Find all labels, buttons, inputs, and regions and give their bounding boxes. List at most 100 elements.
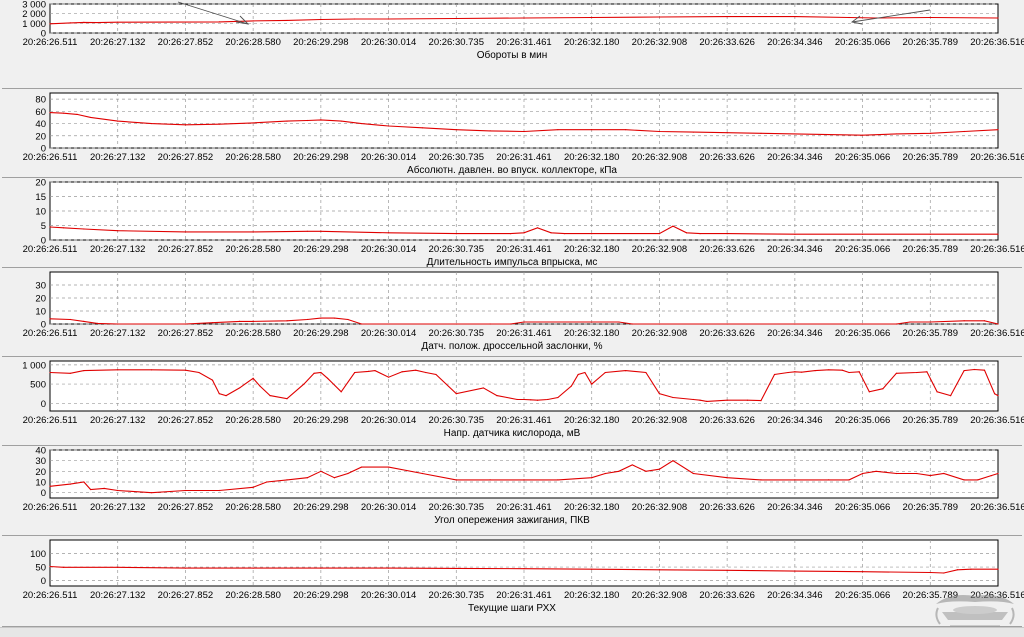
data-point bbox=[875, 470, 877, 472]
data-point bbox=[794, 233, 796, 235]
x-tick-label: 20:26:27.852 bbox=[158, 328, 213, 339]
x-tick-label: 20:26:35.066 bbox=[835, 152, 890, 163]
data-point bbox=[269, 395, 271, 397]
data-point bbox=[489, 323, 491, 325]
y-tick-label: 20 bbox=[35, 131, 46, 142]
x-tick-label: 20:26:35.789 bbox=[903, 244, 958, 255]
data-point bbox=[726, 569, 728, 571]
x-tick-label: 20:26:27.132 bbox=[90, 244, 145, 255]
x-tick-label: 20:26:33.626 bbox=[699, 328, 754, 339]
x-tick-label: 20:26:30.735 bbox=[429, 502, 484, 513]
data-point bbox=[320, 567, 322, 569]
club-logo bbox=[935, 595, 1015, 627]
x-tick-label: 20:26:34.346 bbox=[767, 328, 822, 339]
x-tick-label: 20:26:26.511 bbox=[23, 244, 78, 255]
data-point bbox=[49, 485, 51, 487]
data-point bbox=[929, 132, 931, 134]
panel-separator bbox=[2, 626, 1022, 627]
x-tick-label: 20:26:31.461 bbox=[496, 37, 551, 48]
data-point bbox=[604, 371, 606, 374]
x-tick-label: 20:26:32.908 bbox=[632, 590, 687, 601]
data-point bbox=[320, 230, 322, 232]
x-tick-label: 20:26:34.346 bbox=[767, 244, 822, 255]
data-point bbox=[509, 323, 512, 325]
data-point bbox=[347, 472, 349, 475]
data-point bbox=[455, 17, 457, 20]
data-point bbox=[259, 385, 261, 387]
data-point bbox=[841, 369, 843, 371]
data-point bbox=[49, 565, 51, 568]
data-point bbox=[726, 323, 728, 325]
x-tick-label: 20:26:32.180 bbox=[564, 328, 619, 339]
series-line bbox=[49, 460, 999, 494]
y-tick-label: 0 bbox=[41, 488, 46, 499]
x-tick-label: 20:26:34.346 bbox=[767, 502, 822, 513]
data-point bbox=[117, 21, 119, 23]
data-point bbox=[990, 475, 992, 477]
x-tick-label: 20:26:35.066 bbox=[835, 415, 890, 426]
data-point bbox=[861, 323, 864, 325]
y-tick-label: 100 bbox=[30, 549, 46, 560]
x-tick-label: 20:26:29.298 bbox=[293, 415, 348, 426]
data-point bbox=[198, 371, 200, 374]
data-point bbox=[496, 395, 498, 397]
data-point bbox=[523, 398, 525, 401]
data-point bbox=[685, 232, 688, 234]
data-point bbox=[726, 15, 728, 18]
data-point bbox=[69, 372, 71, 374]
data-point bbox=[455, 393, 457, 395]
data-point bbox=[658, 233, 661, 235]
y-tick-label: 30 bbox=[35, 281, 46, 292]
data-point bbox=[455, 233, 457, 235]
data-point bbox=[794, 479, 796, 481]
x-tick-label: 20:26:29.298 bbox=[293, 244, 348, 255]
chart-panel: 30 20 10 0 20:26:26.511 20:26:27.132 20:26:27.… bbox=[0, 268, 1024, 357]
data-point bbox=[746, 399, 749, 401]
x-tick-label: 20:26:36.516 bbox=[970, 415, 1024, 426]
data-point bbox=[692, 472, 694, 475]
x-tick-label: 20:26:30.014 bbox=[361, 502, 416, 513]
panel-separator bbox=[2, 445, 1022, 446]
y-tick-label: 1 000 bbox=[22, 360, 46, 371]
chart-svg: 1 000 500 0 20:26:26.511 20:26:27.132 20:26:2… bbox=[22, 360, 1024, 439]
data-point bbox=[415, 369, 417, 371]
data-point bbox=[184, 489, 187, 492]
x-tick-label: 20:26:30.014 bbox=[361, 590, 416, 601]
data-point bbox=[387, 18, 390, 20]
y-tick-label: 40 bbox=[35, 446, 46, 457]
panel-separator bbox=[2, 535, 1022, 536]
x-tick-label: 20:26:33.626 bbox=[699, 415, 754, 426]
x-tick-label: 20:26:30.014 bbox=[361, 37, 416, 48]
data-point bbox=[929, 16, 931, 19]
data-point bbox=[184, 567, 187, 569]
chart-panel: 3 000 2 000 1 000 0 20:26:26.511 20:26:27.132… bbox=[0, 0, 1024, 89]
data-point bbox=[591, 383, 593, 385]
data-point bbox=[699, 233, 701, 235]
x-tick-label: 20:26:35.789 bbox=[903, 415, 958, 426]
data-point bbox=[692, 398, 694, 401]
y-tick-label: 10 bbox=[35, 478, 46, 489]
chart-panel: 1 000 500 0 20:26:26.511 20:26:27.132 20:26:2… bbox=[0, 357, 1024, 446]
data-point bbox=[435, 373, 437, 376]
x-tick-label: 20:26:35.066 bbox=[835, 502, 890, 513]
data-point bbox=[557, 129, 559, 131]
data-point bbox=[658, 393, 661, 395]
data-point bbox=[977, 479, 979, 481]
data-point bbox=[828, 369, 830, 371]
x-tick-label: 20:26:33.626 bbox=[699, 590, 754, 601]
data-point bbox=[692, 131, 694, 133]
chart-svg: 20 15 10 5 020:26:26.511 20:26:27.132 20:26:27… bbox=[23, 178, 1024, 269]
data-point bbox=[997, 568, 999, 570]
x-tick-label: 20:26:36.516 bbox=[970, 328, 1024, 339]
x-tick-label: 20:26:36.516 bbox=[970, 590, 1024, 601]
y-tick-label: 20 bbox=[35, 178, 46, 189]
data-point bbox=[117, 230, 119, 232]
x-tick-label: 20:26:33.626 bbox=[699, 37, 754, 48]
data-point bbox=[591, 129, 593, 131]
scroll-bar[interactable] bbox=[0, 627, 1024, 637]
x-tick-label: 20:26:30.735 bbox=[429, 590, 484, 601]
data-point bbox=[929, 475, 931, 477]
panel-separator bbox=[2, 356, 1022, 357]
